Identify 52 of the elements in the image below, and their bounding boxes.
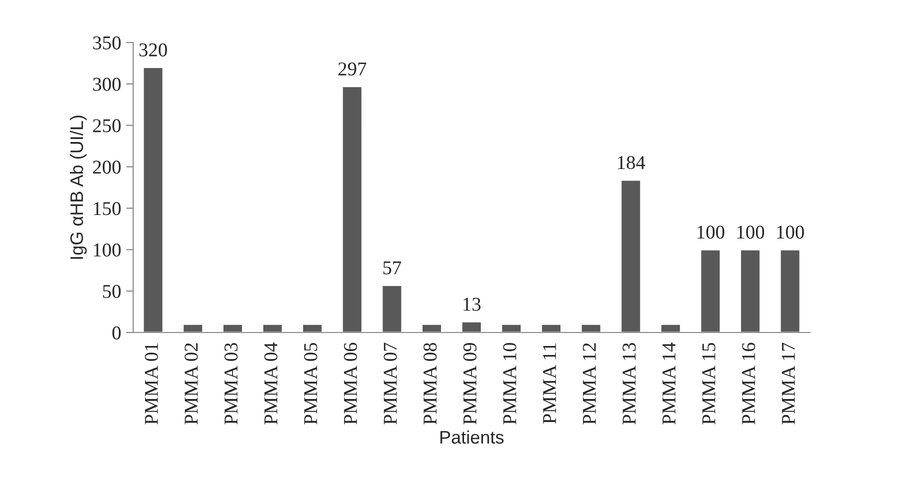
x-tick-label: PMMA 13 xyxy=(622,342,636,424)
bar xyxy=(540,324,562,332)
bar xyxy=(660,324,682,332)
bar xyxy=(222,324,244,332)
data-label: 100 xyxy=(698,226,724,239)
x-tick-label: PMMA 14 xyxy=(662,342,676,424)
bar xyxy=(182,324,204,332)
data-label: 57 xyxy=(383,261,402,274)
x-tick-label: PMMA 06 xyxy=(344,342,358,424)
x-tick-label: PMMA 04 xyxy=(264,342,278,424)
bar xyxy=(460,321,482,332)
y-tick-label: 250 xyxy=(93,119,121,132)
data-label: 184 xyxy=(618,156,646,170)
x-tick-label: PMMA 01 xyxy=(144,343,158,424)
x-tick-label: PMMA 09 xyxy=(463,343,476,424)
y-tick-label: 0 xyxy=(112,326,121,340)
y-tick-label: 100 xyxy=(94,243,121,257)
bar xyxy=(700,248,722,332)
bar xyxy=(381,284,403,332)
x-tick-label: PMMA 12 xyxy=(582,343,596,424)
data-label: 100 xyxy=(737,226,764,239)
bar xyxy=(620,179,642,332)
x-tick-label: PMMA 02 xyxy=(184,343,198,424)
y-tick-label: 350 xyxy=(93,36,121,50)
x-tick-label: PMMA 07 xyxy=(384,342,397,424)
y-tick-label: 150 xyxy=(94,202,121,216)
y-tick-label: 300 xyxy=(93,78,121,91)
bar xyxy=(580,324,602,332)
x-tick-label: PMMA 15 xyxy=(702,342,716,424)
x-tick-label: PMMA 10 xyxy=(503,342,516,424)
x-tick-label: PMMA 16 xyxy=(742,342,756,424)
x-tick-label: PMMA 11 xyxy=(543,343,556,424)
data-label: 13 xyxy=(464,298,481,311)
y-tick-label: 50 xyxy=(103,284,121,298)
y-axis-title: IgG αHB Ab (UI/L) xyxy=(70,116,87,259)
x-tick-label: PMMA 08 xyxy=(424,342,437,424)
bar xyxy=(262,324,284,332)
x-tick-label: PMMA 05 xyxy=(304,342,318,424)
data-label: 297 xyxy=(338,62,366,76)
bar xyxy=(779,248,801,332)
bar xyxy=(500,324,522,332)
bar xyxy=(302,324,323,332)
x-tick-label: PMMA 17 xyxy=(782,342,795,424)
data-label: 320 xyxy=(139,43,167,56)
x-axis-title: Patients xyxy=(440,430,504,444)
data-label: 100 xyxy=(777,226,804,239)
bar xyxy=(342,86,363,332)
bar xyxy=(740,248,761,332)
y-tick-label: 200 xyxy=(93,160,121,174)
x-tick-label: PMMA 03 xyxy=(224,342,238,424)
bar xyxy=(421,324,442,332)
bar xyxy=(142,66,164,332)
